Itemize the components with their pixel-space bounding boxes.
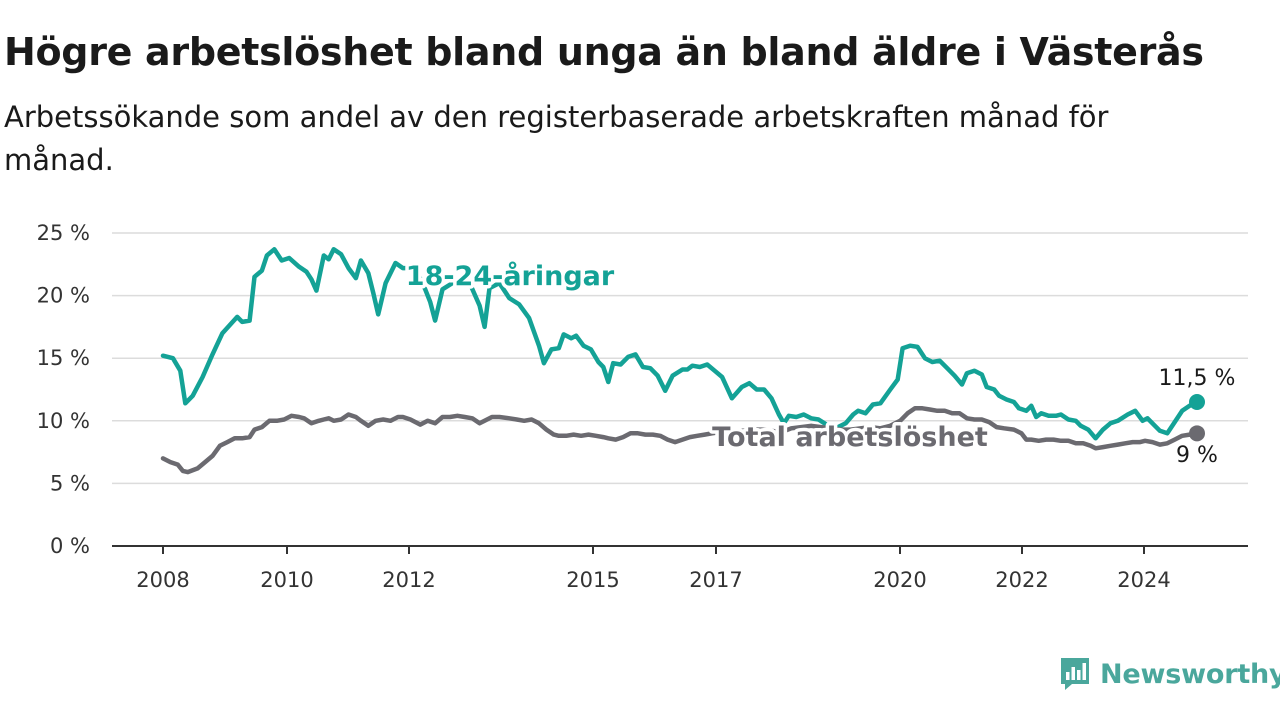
series-labels: 18-24-åringar Total arbetslöshet 11,5 % 9 % [402, 257, 1239, 472]
end-point-youth [1189, 394, 1205, 411]
series-line-youth [160, 247, 1200, 441]
line-chart: 0 %5 %10 %15 %20 %25 % 2008 2010 2012 2015 2… [37, 221, 1248, 592]
y-tick-label: 20 % [37, 284, 90, 308]
x-tick-label: 2008 [136, 568, 189, 592]
series-line-total [160, 406, 1200, 475]
x-tick-label: 2010 [260, 568, 313, 592]
series-label-total: Total arbetslöshet [712, 422, 988, 453]
x-tick-label: 2020 [873, 568, 926, 592]
end-value-total: 9 % [1176, 443, 1218, 468]
newsworthy-logo-icon [1061, 658, 1089, 690]
x-tick-label: 2022 [995, 568, 1048, 592]
series-lines [160, 247, 1205, 475]
y-tick-label: 15 % [37, 346, 90, 370]
x-tick-label: 2017 [689, 568, 742, 592]
y-tick-label: 25 % [37, 221, 90, 245]
grid-lines [112, 232, 1248, 485]
x-tick-label: 2012 [382, 568, 435, 592]
chart-subtitle: Arbetssökande som andel av den registerb… [4, 100, 1109, 177]
y-tick-label: 5 % [50, 471, 90, 495]
y-tick-label: 0 % [50, 534, 90, 558]
brand-logo: Newsworthy [1058, 654, 1280, 694]
y-tick-label: 10 % [37, 409, 90, 433]
brand-name: Newsworthy [1100, 658, 1280, 690]
series-label-youth: 18-24-åringar [406, 260, 615, 292]
x-tick-label: 2015 [566, 568, 619, 592]
y-axis: 0 % 5 % 10 % 15 % 20 % 25 % [37, 221, 90, 558]
chart-title: Högre arbetslöshet bland unga än bland ä… [4, 30, 1204, 74]
end-point-total [1189, 425, 1205, 442]
end-value-youth: 11,5 % [1159, 366, 1236, 391]
x-axis: 2008 2010 2012 2015 2017 2020 2022 2024 [112, 545, 1248, 592]
x-tick-label: 2024 [1117, 568, 1170, 592]
